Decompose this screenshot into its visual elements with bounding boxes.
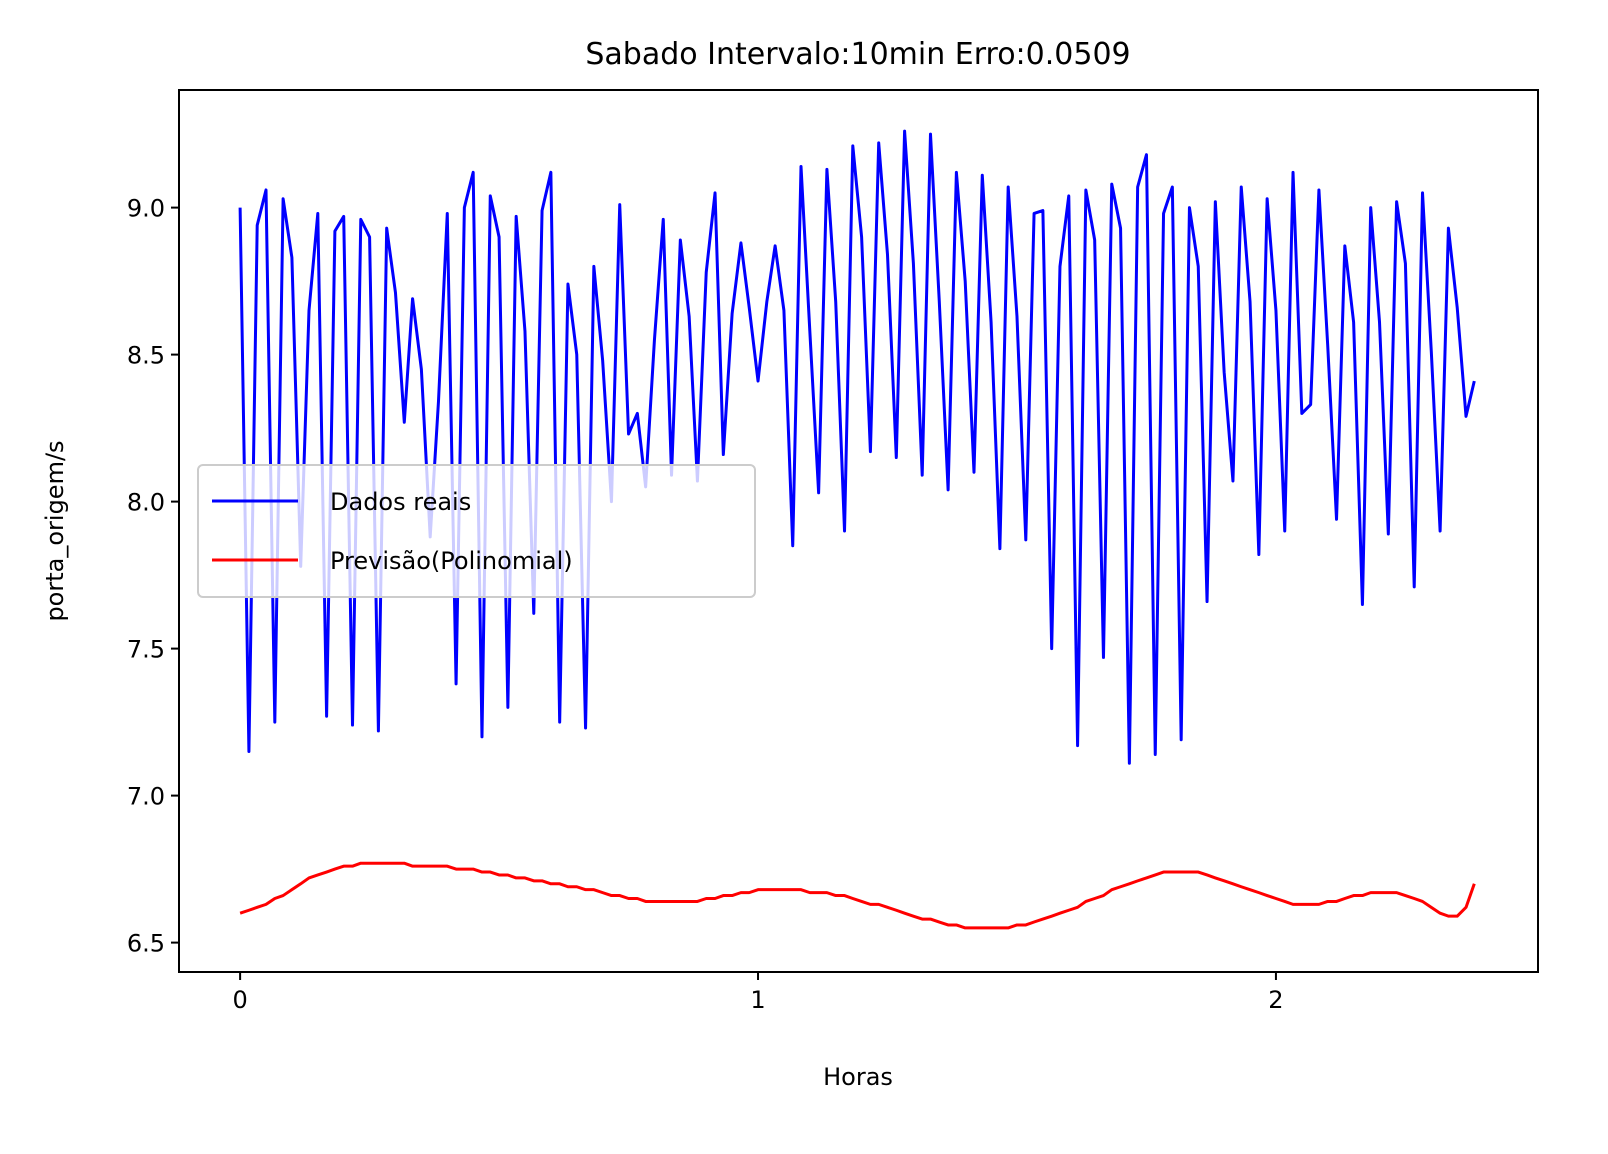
y-tick-label: 7.5 — [127, 636, 165, 664]
y-axis-label: porta_origem/s — [41, 440, 69, 621]
data-line — [238, 129, 1476, 765]
chart-title: Sabado Intervalo:10min Erro:0.0509 — [585, 37, 1130, 72]
legend-label: Previsão(Polinomial) — [330, 547, 573, 575]
x-tick-label: 2 — [1268, 986, 1283, 1014]
x-tick-label: 1 — [750, 986, 765, 1014]
legend-box — [197, 464, 756, 598]
data-line — [239, 861, 1476, 930]
legend-label: Dados reais — [330, 488, 471, 516]
y-tick-label: 7.0 — [127, 783, 165, 811]
y-tick-label: 9.0 — [127, 195, 165, 223]
y-tick-label: 8.5 — [127, 342, 165, 370]
legend: Dados reais Previsão(Polinomial) — [197, 464, 756, 598]
plot-frame — [178, 89, 1539, 973]
y-tick-label: 8.0 — [127, 489, 165, 517]
x-axis-label: Horas — [823, 1063, 893, 1091]
y-tick-label: 6.5 — [127, 930, 165, 958]
x-tick-label: 0 — [232, 986, 247, 1014]
